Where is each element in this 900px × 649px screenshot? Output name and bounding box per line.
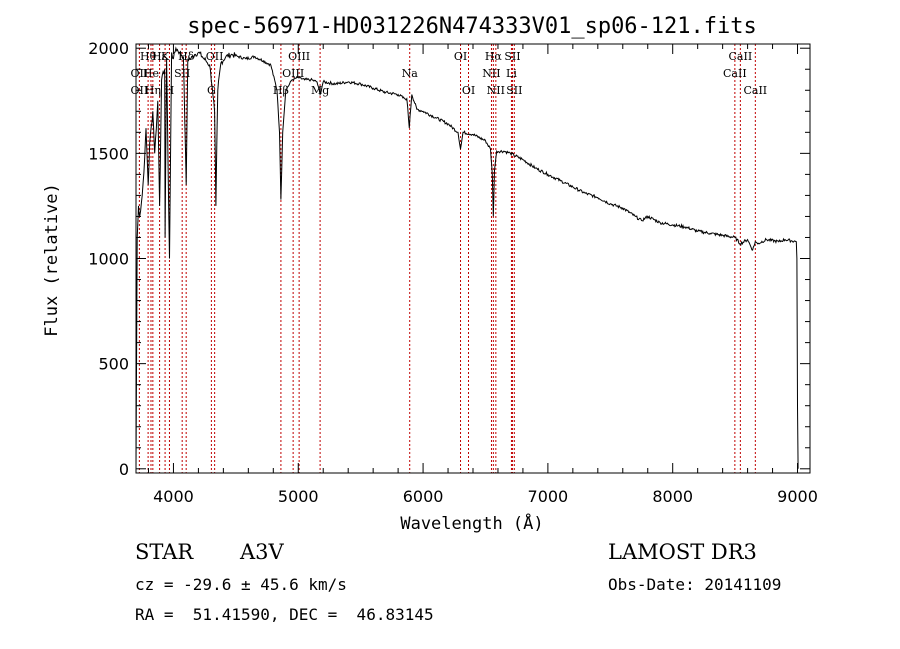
line-label: NII bbox=[487, 84, 505, 97]
line-label: K bbox=[161, 50, 170, 63]
spectrum-line bbox=[135, 46, 799, 469]
observation-date: Obs-Date: 20141109 bbox=[608, 575, 782, 594]
plot-frame bbox=[135, 43, 811, 474]
line-label: OII bbox=[131, 67, 149, 80]
coordinates-text: RA = 51.41590, DEC = 46.83145 bbox=[135, 605, 434, 624]
line-label: SII bbox=[174, 67, 190, 80]
line-label: OII bbox=[206, 50, 224, 63]
y-axis-label: Flux (relative) bbox=[42, 183, 62, 337]
x-axis-ticks: 4000 5000 6000 7000 8000 9000 bbox=[147, 44, 818, 506]
line-label: He bbox=[143, 67, 159, 80]
line-label: SII bbox=[506, 84, 522, 97]
x-tick-label: 7000 bbox=[528, 487, 569, 506]
chart-title: spec-56971-HD031226N474333V01_sp06-121.f… bbox=[187, 14, 757, 39]
line-label: OIII bbox=[288, 50, 310, 63]
y-tick-label: 0 bbox=[119, 460, 129, 479]
y-tick-label: 2000 bbox=[88, 39, 129, 58]
line-label: G bbox=[207, 84, 216, 97]
survey-name: LAMOST DR3 bbox=[608, 540, 757, 564]
spectral-subclass: A3V bbox=[240, 540, 284, 564]
y-tick-label: 1000 bbox=[88, 250, 129, 269]
x-tick-label: 8000 bbox=[652, 487, 693, 506]
line-label: Hθ bbox=[140, 50, 157, 63]
x-tick-label: 4000 bbox=[153, 487, 194, 506]
x-tick-label: 9000 bbox=[777, 487, 818, 506]
line-label: Li bbox=[506, 67, 517, 80]
redshift-text: cz = -29.6 ± 45.6 km/s bbox=[135, 575, 347, 594]
line-label: CaII bbox=[743, 84, 767, 97]
line-label: Mg bbox=[311, 84, 329, 97]
line-label: CaII bbox=[729, 50, 753, 63]
line-label: SII bbox=[504, 50, 520, 63]
line-label: OI bbox=[454, 50, 467, 63]
y-tick-label: 1500 bbox=[88, 144, 129, 163]
x-tick-label: 5000 bbox=[278, 487, 319, 506]
emission-line-markers bbox=[138, 44, 756, 473]
object-type: STAR bbox=[135, 540, 194, 564]
line-label: OIII bbox=[282, 67, 304, 80]
x-tick-label: 6000 bbox=[403, 487, 444, 506]
line-label: H bbox=[165, 84, 175, 97]
line-label: Hα bbox=[485, 50, 503, 63]
line-label: CaII bbox=[723, 67, 747, 80]
y-axis-ticks: 0 500 1000 1500 2000 bbox=[88, 39, 810, 479]
line-label: Hδ bbox=[178, 50, 195, 63]
line-label: Na bbox=[402, 67, 419, 80]
line-label: OI bbox=[462, 84, 475, 97]
line-label: NII bbox=[482, 67, 500, 80]
x-axis-label: Wavelength (Å) bbox=[400, 512, 543, 534]
line-label: Hη bbox=[145, 84, 161, 97]
y-tick-label: 500 bbox=[98, 355, 129, 374]
line-label: Hε bbox=[152, 50, 168, 63]
